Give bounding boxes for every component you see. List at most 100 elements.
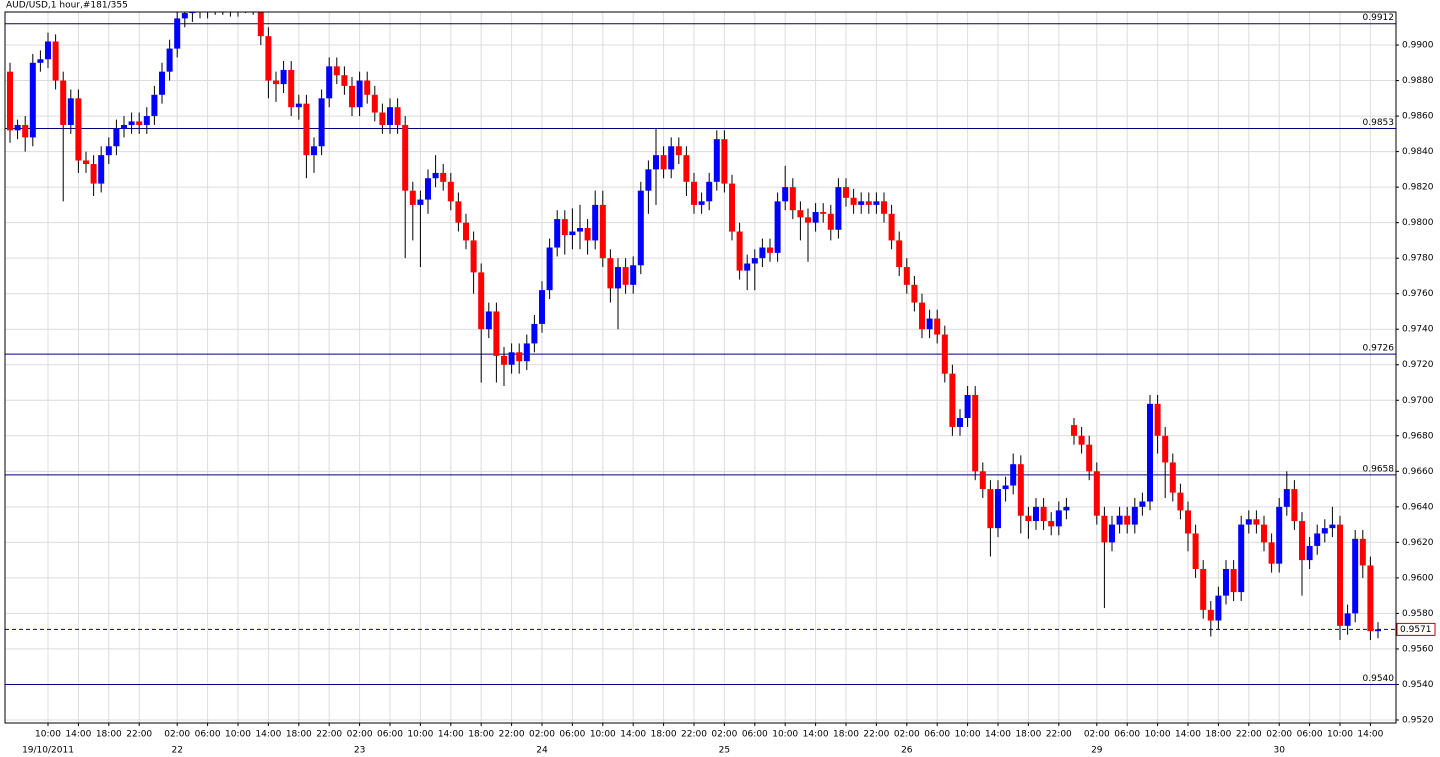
- candle-body: [919, 302, 925, 330]
- x-tick-label: 14:00: [255, 730, 281, 740]
- candle-body: [751, 258, 758, 264]
- candle-body: [1375, 629, 1381, 632]
- candle-body: [1321, 528, 1328, 534]
- candle-body: [311, 146, 317, 156]
- level-label: 0.9540: [1363, 674, 1395, 684]
- candle-body: [1276, 506, 1283, 564]
- candle-body: [295, 103, 302, 108]
- candle-body: [333, 66, 340, 76]
- x-tick-label: 18:00: [96, 730, 122, 740]
- candle-body: [1329, 524, 1336, 529]
- level-label: 0.9912: [1363, 13, 1395, 23]
- candle-body: [1093, 471, 1100, 516]
- y-tick-label: 0.9740: [1402, 325, 1434, 335]
- candle-body: [379, 112, 386, 125]
- y-tick-label: 0.9580: [1402, 609, 1434, 619]
- x-tick-label: 02:00: [1266, 730, 1292, 740]
- candle-body: [1352, 538, 1359, 614]
- y-tick-label: 0.9900: [1402, 41, 1434, 51]
- candle-body: [1344, 613, 1351, 626]
- candle-body: [1086, 444, 1093, 472]
- candle-body: [979, 471, 986, 490]
- x-tick-label: 10:00: [1327, 730, 1353, 740]
- level-layer: [5, 23, 1396, 685]
- candle-body: [1215, 595, 1222, 621]
- candle-body: [1071, 425, 1077, 436]
- y-tick-label: 0.9560: [1402, 644, 1434, 654]
- candle-body: [1078, 435, 1085, 445]
- candle-body: [683, 155, 690, 182]
- candle-body: [14, 124, 21, 131]
- candle-body: [1048, 521, 1055, 527]
- candle-body: [136, 121, 143, 125]
- x-tick-label: 02:00: [164, 730, 190, 740]
- candle-body: [387, 107, 393, 125]
- candle-body: [843, 187, 849, 198]
- x-tick-label: 10:00: [590, 730, 616, 740]
- candle-body: [52, 41, 59, 81]
- x-tick-label: 02:00: [711, 730, 737, 740]
- x-tick-label: 14:00: [985, 730, 1011, 740]
- x-tick-label: 06:00: [377, 730, 403, 740]
- y-tick-label: 0.9600: [1402, 573, 1434, 583]
- candle-body: [584, 227, 591, 241]
- x-tick-label: 10:00: [955, 730, 981, 740]
- y-tick-label: 0.9680: [1402, 431, 1434, 441]
- candle-body: [1245, 519, 1252, 525]
- candle-body: [1017, 464, 1024, 516]
- candle-body: [865, 201, 872, 205]
- candle-body: [45, 41, 51, 60]
- candle-body: [1299, 521, 1305, 561]
- y-tick-label: 0.9620: [1402, 538, 1434, 548]
- y-tick-label: 0.9520: [1402, 715, 1434, 725]
- candle-body: [1185, 510, 1191, 534]
- x-tick-label: 18:00: [468, 730, 494, 740]
- candle-body: [181, 13, 188, 19]
- candle-body: [835, 187, 842, 230]
- candle-body: [569, 231, 576, 236]
- candle-body: [820, 211, 827, 214]
- candle-body: [1139, 501, 1146, 507]
- x-tick-label: 18:00: [651, 730, 677, 740]
- date-label: 19/10/2011: [22, 746, 74, 756]
- x-tick-label: 06:00: [195, 730, 221, 740]
- date-label: 30: [1273, 746, 1285, 756]
- candle-body: [729, 183, 735, 232]
- candle-body: [736, 231, 743, 271]
- candle-body: [926, 318, 933, 330]
- candle-body: [447, 181, 454, 202]
- candle-body: [805, 217, 811, 223]
- date-label: 25: [719, 746, 730, 756]
- y-tick-label: 0.9540: [1402, 680, 1434, 690]
- x-tick-label: 22:00: [863, 730, 889, 740]
- candle-body: [1207, 609, 1214, 621]
- candle-body: [698, 201, 705, 205]
- y-tick-label: 0.9800: [1402, 218, 1434, 228]
- candle-body: [858, 201, 865, 205]
- candle-body: [675, 146, 682, 156]
- x-tick-label: 10:00: [225, 730, 251, 740]
- x-tick-label: 22:00: [316, 730, 342, 740]
- candle-body: [159, 71, 165, 95]
- candle-body: [668, 146, 675, 170]
- y-tick-label: 0.9860: [1402, 112, 1434, 122]
- x-tick-label: 06:00: [924, 730, 950, 740]
- candle-body: [326, 66, 333, 99]
- candle-body: [493, 311, 500, 356]
- candle-body: [934, 318, 941, 335]
- candle-body: [1177, 492, 1184, 511]
- candle-body: [1055, 510, 1062, 527]
- label-layer: 0.9520 0.9540 0.9560 0.9580 0.9600 0.9620 0.96…: [22, 13, 1436, 756]
- candle-body: [151, 94, 158, 117]
- candle-body: [402, 124, 409, 191]
- candle-body: [1162, 435, 1169, 463]
- candle-body: [797, 210, 804, 218]
- candle-body: [1101, 515, 1108, 543]
- candle-body: [1010, 464, 1017, 486]
- candle-body: [554, 219, 561, 248]
- current-price-label: 0.9571: [1400, 625, 1432, 635]
- x-tick-label: 22:00: [1046, 730, 1072, 740]
- candle-body: [995, 489, 1001, 529]
